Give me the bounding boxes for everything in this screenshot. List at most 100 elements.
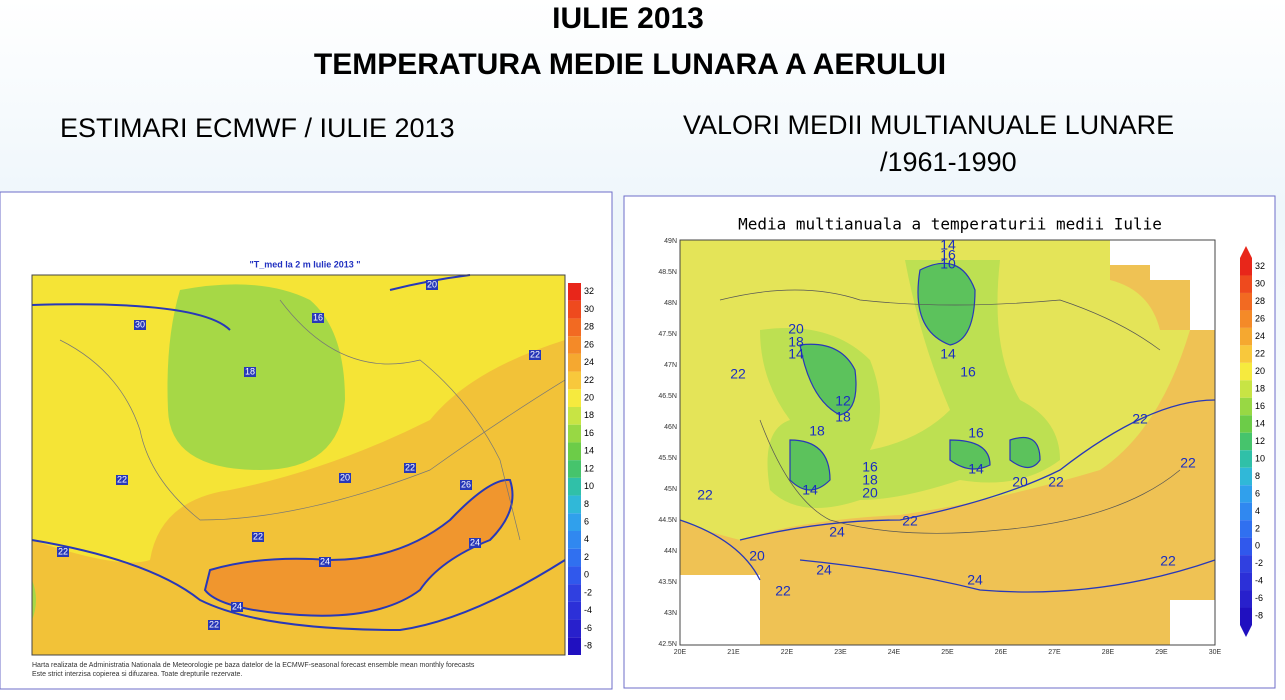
lat-label: 47N [664,362,677,369]
contour-label: 16 [960,364,976,380]
contour-label: 22 [117,474,127,484]
colorbar-cell [1240,467,1252,486]
lat-label: 45N [664,486,677,493]
colorbar-cell [1240,450,1252,468]
lon-label: 29E [1155,649,1168,656]
contour-label: 14 [940,237,956,253]
colorbar-cell [568,477,581,496]
contour-label: 10 [940,256,956,272]
contour-label: 16 [940,247,956,263]
contour-label: 24 [816,562,832,578]
contour-label: 20 [862,485,878,501]
colorbar-label: 14 [1255,418,1265,428]
colorbar-label: 8 [1255,471,1260,481]
contour-label-box [312,313,324,323]
colorbar-label: 30 [1255,279,1265,289]
contour-label: 14 [940,346,956,362]
colorbar-label: 8 [584,499,589,509]
colorbar-cell [1240,537,1252,556]
contour-label-box [339,473,351,483]
colorbar-label: 16 [584,428,594,438]
contour-label: 14 [788,346,804,362]
lat-label: 43N [664,610,677,617]
colorbar-cell [568,548,581,567]
colorbar-label: 26 [584,339,594,349]
contour-label-box [469,538,481,548]
contour-label: 20 [427,279,437,289]
colorbar-cell [1240,397,1252,416]
colorbar-label: 18 [1255,383,1265,393]
colorbar-label: 12 [1255,436,1265,446]
subtitle: TEMPERATURA MEDIE LUNARA A AERULUI [314,48,946,81]
colorbar-cell [1240,292,1252,311]
contour-label: 16 [862,459,878,475]
contour-label: 22 [1160,553,1176,569]
right-map-title: Media multianuala a temperaturii medii I… [738,215,1162,234]
colorbar-cell [568,460,581,478]
colorbar-label: 22 [1255,348,1265,358]
lat-label: 46.5N [658,393,677,400]
lat-label: 48.5N [658,269,677,276]
colorbar-label: -8 [1255,611,1263,621]
colorbar-label: -8 [584,641,592,651]
contour-label: 16 [313,312,323,322]
contour-label-box [57,547,69,557]
lon-label: 28E [1102,649,1115,656]
colorbar-cell [1240,310,1252,328]
contour-label: 18 [835,409,851,425]
colorbar-cell [568,495,581,514]
left-caption: ESTIMARI ECMWF / IULIE 2013 [60,113,455,143]
lat-label: 44.5N [658,517,677,524]
contour-label: 22 [730,366,746,382]
contour-label: 18 [809,423,825,439]
colorbar-cell [568,442,581,461]
colorbar-label: 26 [1255,314,1265,324]
colorbar-arrow [1240,246,1252,258]
right-caption: VALORI MEDII MULTIANUALE LUNARE [683,110,1174,140]
colorbar-label: 28 [1255,296,1265,306]
left-map-title: "T_med la 2 m Iulie 2013 " [249,259,360,269]
contour-label: 22 [405,462,415,472]
colorbar-cell [568,318,581,337]
colorbar-cell [1240,362,1252,381]
colorbar-arrow [1240,625,1252,637]
contour-label: 12 [835,393,851,409]
colorbar-cell [1240,380,1252,398]
colorbar-cell [568,424,581,443]
contour-label: 24 [470,537,480,547]
colorbar-cell [568,531,581,549]
colorbar-label: 6 [1255,488,1260,498]
colorbar-label: -6 [1255,593,1263,603]
colorbar-label: 6 [584,517,589,527]
lat-label: 45.5N [658,455,677,462]
colorbar-cell [1240,345,1252,363]
contour-label: 22 [1180,455,1196,471]
colorbar-cell [568,407,581,425]
colorbar-label: 2 [584,552,589,562]
contour-label-box [231,602,243,612]
contour-label-box [319,557,331,567]
lat-label: 42.5N [658,641,677,648]
lat-label: 47.5N [658,331,677,338]
colorbar-label: 14 [584,446,594,456]
colorbar-cell [1240,258,1252,276]
colorbar-label: 28 [584,322,594,332]
contour-label: 22 [58,546,68,556]
contour-label: 20 [788,321,804,337]
colorbar-label: 32 [1255,261,1265,271]
colorbar-cell [1240,432,1252,451]
colorbar-cell [568,584,581,602]
lat-label: 44N [664,548,677,555]
contour-label-box [426,280,438,290]
colorbar-cell [1240,275,1252,293]
lon-label: 23E [834,649,847,656]
lon-label: 21E [727,649,740,656]
left-map [31,274,566,656]
contour-label-box [252,532,264,542]
contour-label: 22 [697,487,713,503]
lat-label: 46N [664,424,677,431]
colorbar-cell [568,566,581,585]
colorbar-cell [1240,607,1252,625]
colorbar-label: 18 [584,410,594,420]
